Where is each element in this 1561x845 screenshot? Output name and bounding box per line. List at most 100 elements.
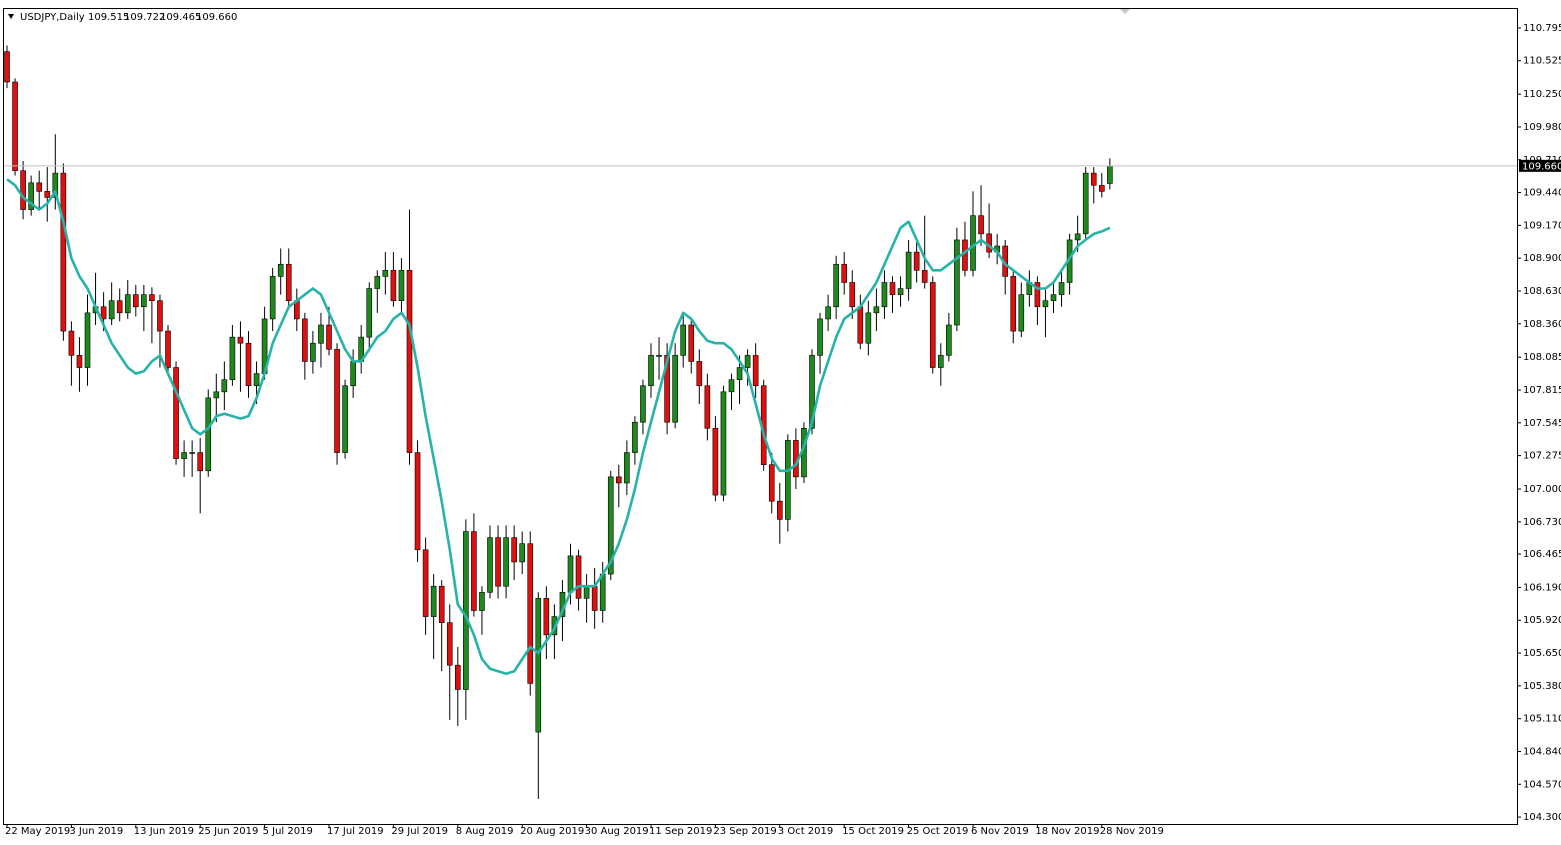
candle-body bbox=[1082, 172, 1089, 235]
candle-body bbox=[809, 355, 815, 429]
candle-body bbox=[438, 585, 445, 623]
candle-body bbox=[406, 270, 413, 453]
candle-body bbox=[632, 421, 638, 453]
candle-body bbox=[454, 664, 461, 690]
y-tick-label: 105.110 bbox=[1523, 714, 1561, 725]
candle-body bbox=[937, 355, 944, 368]
y-tick-label: 109.440 bbox=[1523, 188, 1561, 199]
candle-body bbox=[664, 355, 670, 423]
candle-body bbox=[342, 385, 348, 453]
candle-body bbox=[334, 348, 340, 453]
candle-body bbox=[575, 555, 582, 599]
candle-body bbox=[149, 294, 155, 301]
y-tick-label: 106.190 bbox=[1523, 582, 1561, 593]
candle-body bbox=[76, 355, 83, 368]
x-tick-label: 30 Aug 2019 bbox=[585, 826, 649, 837]
candle-body bbox=[905, 251, 912, 289]
x-tick-label: 22 May 2019 bbox=[5, 826, 70, 837]
candle-body bbox=[52, 172, 59, 198]
candle-body bbox=[237, 336, 244, 344]
x-tick-label: 18 Nov 2019 bbox=[1035, 826, 1099, 837]
candle-body bbox=[736, 367, 743, 380]
y-tick-label: 104.570 bbox=[1523, 779, 1561, 790]
candle-body bbox=[116, 300, 123, 314]
candle-body bbox=[165, 330, 171, 368]
candle-body bbox=[1050, 294, 1057, 301]
y-tick-label: 106.465 bbox=[1523, 549, 1561, 560]
candle-body bbox=[108, 300, 115, 320]
candle-body bbox=[1042, 300, 1049, 308]
candle-body bbox=[640, 385, 646, 423]
candle-body bbox=[285, 263, 292, 301]
shift-marker bbox=[1120, 9, 1130, 14]
x-tick-label: 8 Aug 2019 bbox=[456, 826, 514, 837]
candle-body bbox=[817, 318, 823, 356]
plot bbox=[4, 45, 1113, 799]
candle-body bbox=[471, 531, 477, 611]
x-tick-label: 23 Sep 2019 bbox=[713, 826, 776, 837]
y-tick-label: 107.275 bbox=[1523, 451, 1561, 462]
candle-body bbox=[68, 330, 75, 356]
candle-body bbox=[704, 385, 711, 429]
candle-body bbox=[4, 51, 10, 83]
candle-body bbox=[744, 355, 751, 368]
candle-body bbox=[487, 537, 493, 593]
header-close: 109.660 bbox=[196, 12, 237, 23]
candle-body bbox=[527, 543, 534, 684]
candle-body bbox=[954, 239, 960, 326]
candle-body bbox=[519, 543, 526, 563]
candle-body bbox=[326, 324, 332, 350]
candle-body bbox=[768, 464, 775, 502]
candle-body bbox=[12, 81, 18, 171]
candle-body bbox=[720, 391, 727, 496]
candle-body bbox=[350, 361, 356, 387]
candle-body bbox=[133, 294, 139, 308]
candle-body bbox=[1058, 282, 1065, 295]
candle-body bbox=[1018, 294, 1025, 332]
candle-body bbox=[897, 288, 904, 295]
candle-body bbox=[978, 215, 984, 235]
candle-body bbox=[873, 306, 880, 314]
candle-body bbox=[446, 622, 453, 666]
y-tick-label: 108.630 bbox=[1523, 286, 1561, 297]
candle-body bbox=[173, 367, 179, 459]
candle-body bbox=[221, 379, 228, 393]
candle-body bbox=[229, 336, 236, 380]
candle-body bbox=[302, 318, 308, 362]
candle-body bbox=[929, 282, 936, 368]
y-tick-label: 108.900 bbox=[1523, 253, 1561, 264]
candle-body bbox=[20, 170, 26, 210]
y-tick-label: 104.300 bbox=[1523, 812, 1561, 823]
y-tick-label: 105.380 bbox=[1523, 681, 1561, 692]
candle-body bbox=[463, 531, 469, 690]
candle-body bbox=[841, 263, 848, 283]
candle-body bbox=[422, 549, 429, 617]
x-tick-label: 20 Aug 2019 bbox=[520, 826, 584, 837]
candle-body bbox=[36, 182, 43, 192]
candle-body bbox=[310, 342, 316, 362]
candle-body bbox=[398, 270, 405, 301]
y-tick-label: 107.000 bbox=[1523, 484, 1561, 495]
candle-body bbox=[696, 361, 703, 387]
candle-body bbox=[656, 355, 662, 357]
header-high: 109.722 bbox=[124, 12, 165, 23]
candle-body bbox=[921, 270, 928, 283]
candle-body bbox=[986, 233, 992, 253]
candle-body bbox=[543, 598, 550, 636]
candle-body bbox=[479, 591, 485, 611]
candle-body bbox=[946, 324, 952, 356]
candle-body bbox=[213, 391, 220, 399]
candle-body bbox=[253, 373, 260, 387]
candle-body bbox=[688, 324, 695, 362]
candle-body bbox=[277, 263, 284, 277]
current-price-label: 109.660 bbox=[1522, 161, 1561, 172]
candle-body bbox=[1090, 172, 1097, 186]
candle-body bbox=[60, 172, 67, 332]
candle-body bbox=[752, 355, 759, 387]
candle-body bbox=[205, 397, 212, 472]
candle-body bbox=[599, 573, 606, 611]
candle-body bbox=[889, 282, 896, 295]
candle-body bbox=[495, 537, 501, 587]
candle-body bbox=[374, 276, 381, 289]
